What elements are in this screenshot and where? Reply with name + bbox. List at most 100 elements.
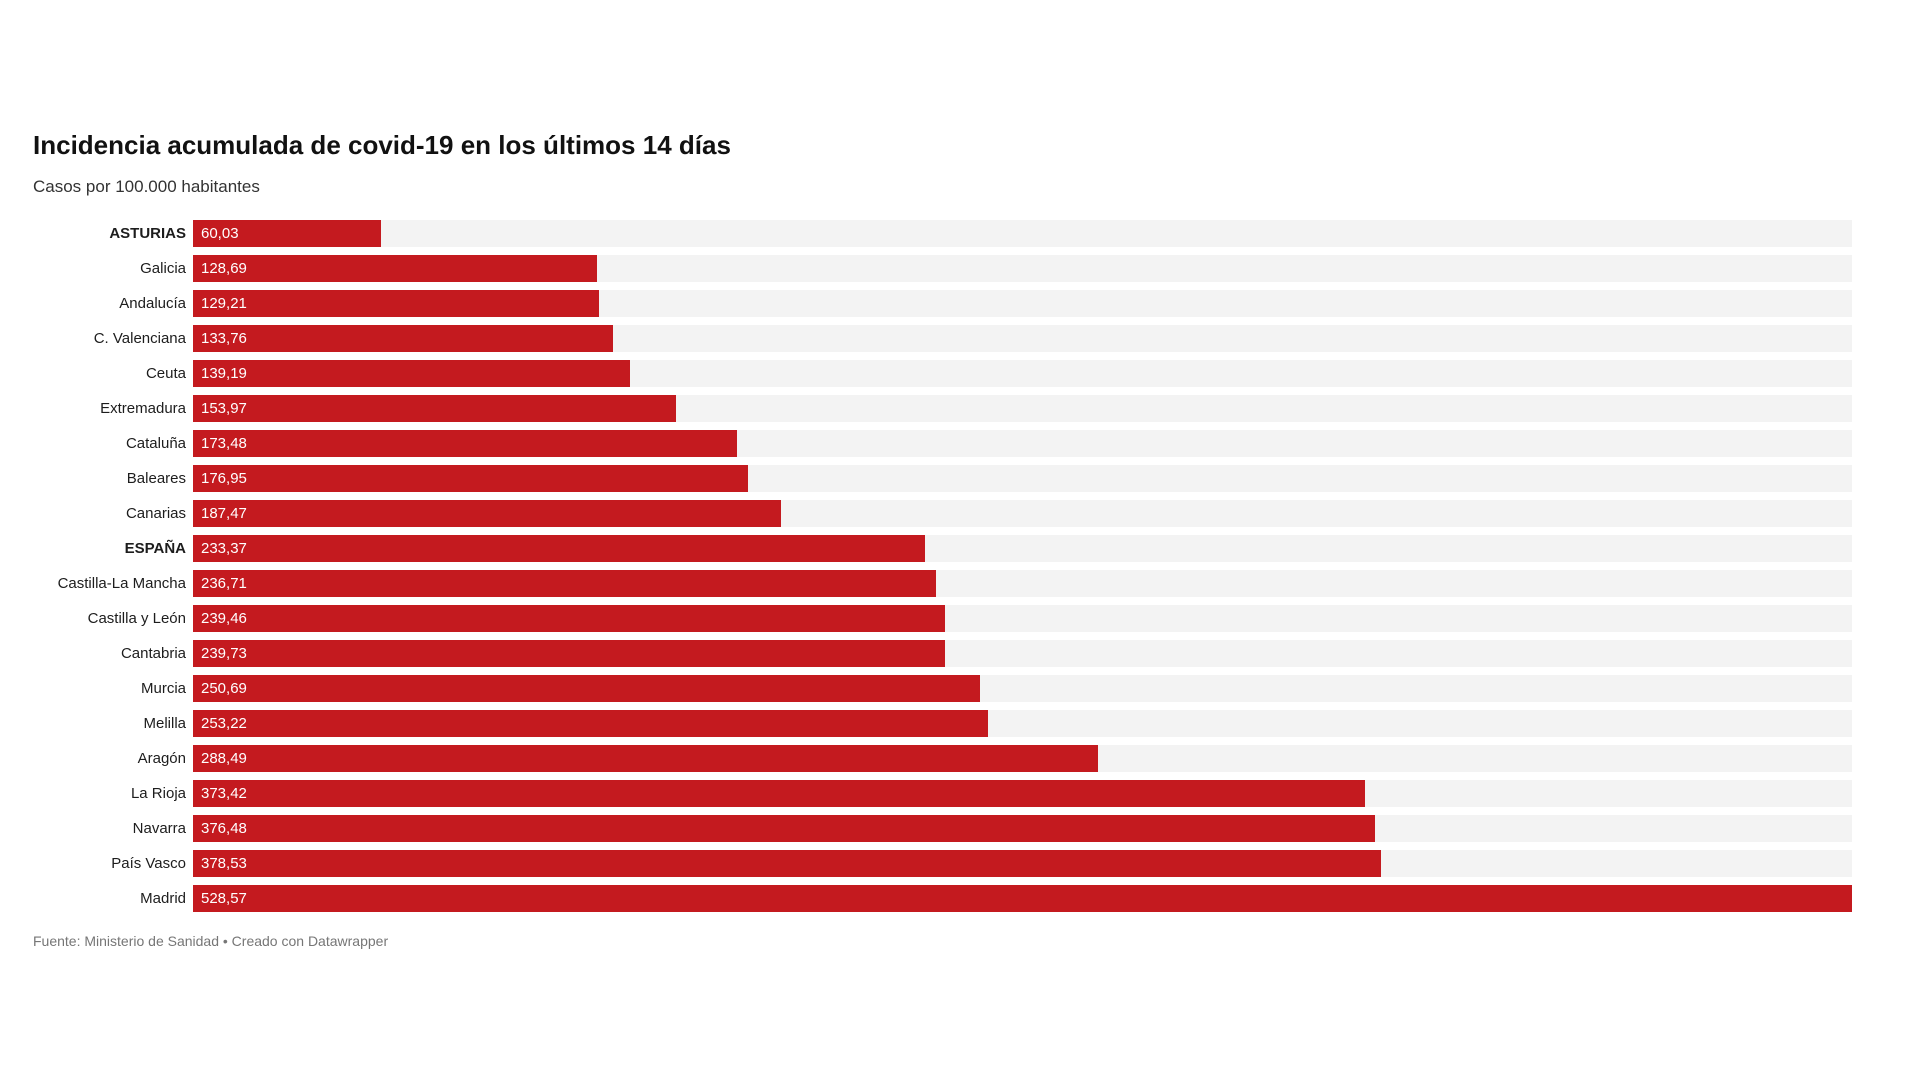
- bar-track: 239,46: [193, 604, 1852, 632]
- bar-row: Castilla-La Mancha 236,71: [33, 569, 1852, 597]
- row-label: Madrid: [140, 889, 186, 907]
- bar-value-label: 173,48: [201, 434, 247, 452]
- bar-chart: ASTURIAS 60,03 Galicia 128,69 Andalucía 129,2…: [33, 219, 1852, 912]
- bar-value-label: 250,69: [201, 679, 247, 697]
- bar: 133,76: [193, 324, 613, 352]
- bar-value-label: 288,49: [201, 749, 247, 767]
- bar-track: 128,69: [193, 254, 1852, 282]
- row-label: Cataluña: [125, 434, 186, 452]
- bar: 173,48: [193, 429, 738, 457]
- bar-track: 153,97: [193, 394, 1852, 422]
- bar-value-label: 376,48: [201, 819, 247, 837]
- chart-page: Incidencia acumulada de covid-19 en los …: [33, 130, 1852, 949]
- row-label: Navarra: [132, 819, 186, 837]
- row-label: País Vasco: [111, 854, 186, 872]
- bar: 233,37: [193, 534, 926, 562]
- row-label: Cantabria: [120, 644, 186, 662]
- bar: 153,97: [193, 394, 677, 422]
- bar-value-label: 128,69: [201, 259, 247, 277]
- bar: 187,47: [193, 499, 782, 527]
- bar: 139,19: [193, 359, 630, 387]
- bar-row: Ceuta 139,19: [33, 359, 1852, 387]
- bar-row: ASTURIAS 60,03: [33, 219, 1852, 247]
- bar: 528,57: [193, 884, 1852, 912]
- bar: 239,46: [193, 604, 945, 632]
- bar-row: Galicia 128,69: [33, 254, 1852, 282]
- row-label: C. Valenciana: [93, 329, 186, 347]
- bar-track: 528,57: [193, 884, 1852, 912]
- bar: 253,22: [193, 709, 988, 737]
- bar-value-label: 233,37: [201, 539, 247, 557]
- bar-value-label: 187,47: [201, 504, 247, 522]
- bar-track: 239,73: [193, 639, 1852, 667]
- bar-value-label: 239,46: [201, 609, 247, 627]
- bar: 288,49: [193, 744, 1099, 772]
- bar-track: 233,37: [193, 534, 1852, 562]
- bar: 176,95: [193, 464, 749, 492]
- bar-row: La Rioja 373,42: [33, 779, 1852, 807]
- bar-track: 139,19: [193, 359, 1852, 387]
- bar-track: 378,53: [193, 849, 1852, 877]
- row-label: Murcia: [140, 679, 186, 697]
- bar-value-label: 133,76: [201, 329, 247, 347]
- bar-value-label: 373,42: [201, 784, 247, 802]
- bar: 378,53: [193, 849, 1382, 877]
- bar-track: 60,03: [193, 219, 1852, 247]
- bar: 373,42: [193, 779, 1366, 807]
- row-label: Canarias: [125, 504, 186, 522]
- row-label: Galicia: [140, 259, 186, 277]
- bar-row: País Vasco 378,53: [33, 849, 1852, 877]
- bar: 129,21: [193, 289, 599, 317]
- bar-row: Cantabria 239,73: [33, 639, 1852, 667]
- bar-track: 376,48: [193, 814, 1852, 842]
- row-label: Andalucía: [119, 294, 186, 312]
- bar-track: 288,49: [193, 744, 1852, 772]
- bar-track: 373,42: [193, 779, 1852, 807]
- source-note: Fuente: Ministerio de Sanidad • Creado c…: [33, 932, 389, 949]
- bar-row: Cataluña 173,48: [33, 429, 1852, 457]
- row-label: Aragón: [137, 749, 186, 767]
- bar-value-label: 253,22: [201, 714, 247, 732]
- bar-value-label: 176,95: [201, 469, 247, 487]
- bar: 128,69: [193, 254, 597, 282]
- bar-track: 250,69: [193, 674, 1852, 702]
- bar-row: Extremadura 153,97: [33, 394, 1852, 422]
- bar-track: 133,76: [193, 324, 1852, 352]
- row-label: Melilla: [143, 714, 186, 732]
- bar-row: ESPAÑA 233,37: [33, 534, 1852, 562]
- bar: 60,03: [193, 219, 382, 247]
- row-label: Extremadura: [100, 399, 186, 417]
- bar: 236,71: [193, 569, 936, 597]
- chart-title: Incidencia acumulada de covid-19 en los …: [33, 130, 731, 160]
- bar-row: Aragón 288,49: [33, 744, 1852, 772]
- bar-value-label: 236,71: [201, 574, 247, 592]
- row-label: Castilla-La Mancha: [57, 574, 186, 592]
- bar-row: Canarias 187,47: [33, 499, 1852, 527]
- bar: 376,48: [193, 814, 1375, 842]
- bar-track: 176,95: [193, 464, 1852, 492]
- bar-row: Castilla y León 239,46: [33, 604, 1852, 632]
- bar-row: Melilla 253,22: [33, 709, 1852, 737]
- row-label: ESPAÑA: [124, 539, 186, 557]
- bar-row: Baleares 176,95: [33, 464, 1852, 492]
- bar-row: Madrid 528,57: [33, 884, 1852, 912]
- bar-value-label: 378,53: [201, 854, 247, 872]
- bar-value-label: 239,73: [201, 644, 247, 662]
- bar: 239,73: [193, 639, 946, 667]
- bar-track: 187,47: [193, 499, 1852, 527]
- row-label: Castilla y León: [87, 609, 186, 627]
- bar-row: Navarra 376,48: [33, 814, 1852, 842]
- bar-track: 173,48: [193, 429, 1852, 457]
- row-label: Ceuta: [145, 364, 186, 382]
- bar-value-label: 139,19: [201, 364, 247, 382]
- bar-row: Murcia 250,69: [33, 674, 1852, 702]
- row-label: ASTURIAS: [109, 224, 186, 242]
- bar-value-label: 528,57: [201, 889, 247, 907]
- bar-value-label: 129,21: [201, 294, 247, 312]
- bar-track: 253,22: [193, 709, 1852, 737]
- bar-row: C. Valenciana 133,76: [33, 324, 1852, 352]
- row-label: La Rioja: [130, 784, 186, 802]
- bar-track: 236,71: [193, 569, 1852, 597]
- bar-value-label: 60,03: [201, 224, 239, 242]
- row-label: Baleares: [126, 469, 186, 487]
